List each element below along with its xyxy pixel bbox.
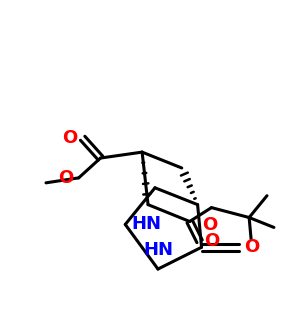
Text: O: O (205, 232, 220, 250)
Text: O: O (244, 238, 259, 256)
Text: HN: HN (143, 241, 173, 259)
Text: O: O (202, 215, 217, 234)
Text: O: O (59, 169, 74, 187)
Text: O: O (63, 129, 78, 147)
Text: HN: HN (131, 214, 161, 233)
